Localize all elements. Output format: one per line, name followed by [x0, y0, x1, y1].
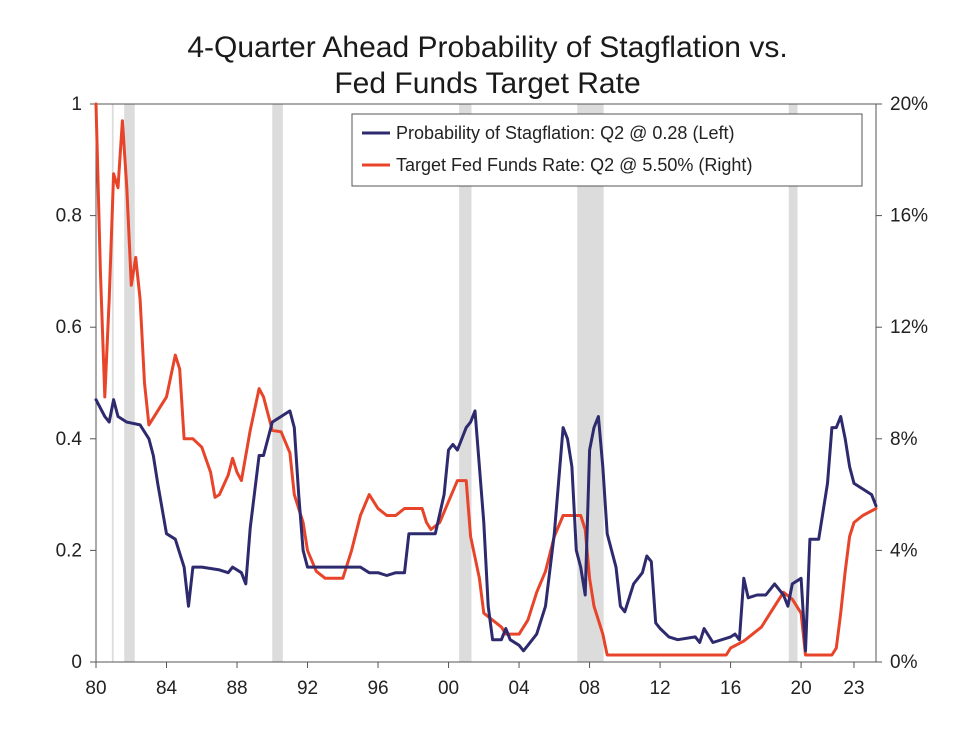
stagflation-probability-line	[94, 398, 878, 653]
x-axis-tick-label-10: 20	[791, 678, 812, 699]
chart-title-line-1: 4-Quarter Ahead Probability of Stagflati…	[187, 31, 788, 64]
right-axis-tick-label-0: 0%	[890, 652, 918, 673]
left-axis-tick-label-2: 0.4	[56, 429, 83, 450]
x-axis-tick-label-11: 23	[843, 678, 864, 699]
x-axis-tick-label-8: 12	[649, 678, 670, 699]
left-axis-tick-label-5: 1	[71, 94, 82, 115]
right-axis-tick-label-1: 4%	[890, 540, 918, 561]
x-axis-tick-label-6: 04	[508, 678, 530, 699]
right-axis-tick-label-5: 20%	[890, 94, 928, 115]
right-axis-tick-label-2: 8%	[890, 429, 918, 450]
right-axis-tick-label-3: 12%	[890, 317, 928, 338]
x-axis-tick-label-0: 80	[85, 678, 106, 699]
recession-band-1	[124, 104, 135, 662]
right-axis-tick-label-4: 16%	[890, 206, 928, 227]
legend-label-0: Probability of Stagflation: Q2 @ 0.28 (L…	[396, 123, 734, 143]
x-axis-tick-label-7: 08	[579, 678, 600, 699]
legend-box	[351, 113, 863, 187]
recession-band-0	[111, 104, 114, 662]
plot-frame	[95, 103, 877, 663]
left-axis-tick-label-0: 0	[71, 652, 82, 673]
recession-band-5	[788, 104, 798, 662]
x-axis-tick-label-4: 96	[367, 678, 388, 699]
left-axis-tick-label-3: 0.6	[56, 317, 82, 338]
recession-band-2	[272, 104, 283, 662]
fed-funds-rate-line	[94, 102, 878, 657]
x-axis-tick-label-1: 84	[156, 678, 178, 699]
chart-title-line-2: Fed Funds Target Rate	[334, 67, 641, 100]
x-axis-tick-label-2: 88	[226, 678, 247, 699]
legend-label-1: Target Fed Funds Rate: Q2 @ 5.50% (Right…	[396, 155, 752, 175]
x-axis-tick-label-3: 92	[297, 678, 318, 699]
x-axis-tick-label-5: 00	[438, 678, 459, 699]
left-axis-tick-label-4: 0.8	[56, 206, 82, 227]
recession-band-3	[459, 104, 472, 662]
left-axis-tick-label-1: 0.2	[56, 540, 82, 561]
x-axis-tick-label-9: 16	[720, 678, 741, 699]
